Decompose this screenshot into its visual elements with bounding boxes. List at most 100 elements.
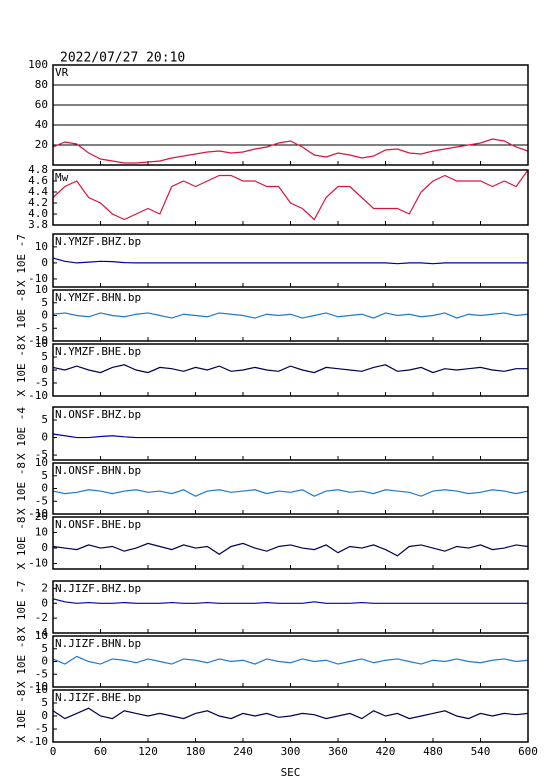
y-tick-label: 60 xyxy=(35,98,48,111)
y-tick-label: -2 xyxy=(35,611,48,624)
y-tick-label: 4.0 xyxy=(28,207,48,220)
y-tick-label: -5 xyxy=(35,667,48,680)
y-tick-label: 0 xyxy=(41,596,48,609)
trace xyxy=(52,312,529,319)
y-tick-label: 10 xyxy=(35,337,48,350)
y-tick-label: 5 xyxy=(41,413,48,426)
y-tick-label: -10 xyxy=(28,272,48,285)
y-tick-label: -4 xyxy=(35,626,49,639)
y-axis-label: X 10E -8 xyxy=(15,635,28,688)
panel-frame xyxy=(52,635,529,688)
y-tick-label: 0 xyxy=(41,431,48,444)
y-axis-label: X 10E -8 xyxy=(15,462,28,515)
panel-frame xyxy=(52,406,529,461)
y-tick-label: 10 xyxy=(35,456,48,469)
y-tick-label: 5 xyxy=(41,696,48,709)
trace xyxy=(52,542,529,557)
panel-frame xyxy=(52,343,529,397)
panel-label: N.YMZF.BHN.bp xyxy=(55,291,141,304)
y-tick-label: 0 xyxy=(41,709,48,722)
panel-frame xyxy=(52,233,529,288)
chart-title: 2022/07/27 20:10 xyxy=(60,51,185,66)
y-tick-label: 0 xyxy=(41,541,48,554)
y-tick-label: 0 xyxy=(41,256,48,269)
y-tick-label: 5 xyxy=(41,469,48,482)
panel-frame xyxy=(52,462,529,515)
panel-label: N.YMZF.BHE.bp xyxy=(55,345,141,358)
y-tick-label: 10 xyxy=(35,526,48,539)
y-axis-label: X 10E -8 xyxy=(15,690,28,743)
panel-frame xyxy=(52,580,529,634)
y-tick-label: -5 xyxy=(35,376,48,389)
y-tick-label: 4.8 xyxy=(28,163,48,176)
panel-frame xyxy=(52,64,529,166)
y-tick-label: 5 xyxy=(41,642,48,655)
panel-label: N.YMZF.BHZ.bp xyxy=(55,235,141,248)
y-axis-label: X 10E -8 xyxy=(15,289,28,342)
y-tick-label: 10 xyxy=(35,283,48,296)
trace xyxy=(52,707,529,720)
x-tick-label: 180 xyxy=(186,745,206,758)
y-tick-label: 0 xyxy=(41,363,48,376)
panel-frame xyxy=(52,289,529,342)
panel-label: N.JIZF.BHN.bp xyxy=(55,637,141,650)
y-axis-label: X 10E -7 xyxy=(15,234,28,287)
x-axis-label: SEC xyxy=(281,766,301,779)
y-tick-label: -5 xyxy=(35,722,48,735)
y-tick-label: -10 xyxy=(28,680,48,693)
trace xyxy=(52,169,529,221)
y-axis-label: X 10E -8 xyxy=(15,517,28,570)
y-tick-label: 10 xyxy=(35,683,48,696)
x-tick-label: 300 xyxy=(281,745,301,758)
panel-label: N.JIZF.BHE.bp xyxy=(55,691,141,704)
x-tick-label: 480 xyxy=(423,745,443,758)
panel-frame xyxy=(52,689,529,743)
y-tick-label: 0 xyxy=(41,309,48,322)
y-tick-label: 2 xyxy=(41,581,48,594)
y-tick-label: 20 xyxy=(35,510,48,523)
panel-frame xyxy=(52,169,529,226)
y-tick-label: -10 xyxy=(28,389,48,402)
panel-label: N.JIZF.BHZ.bp xyxy=(55,582,141,595)
y-tick-label: 20 xyxy=(35,138,48,151)
trace xyxy=(52,598,528,604)
trace xyxy=(52,433,528,439)
y-tick-label: 10 xyxy=(35,629,48,642)
x-tick-label: 420 xyxy=(376,745,396,758)
x-tick-label: 540 xyxy=(471,745,491,758)
y-tick-label: 10 xyxy=(35,240,48,253)
panel-label: N.ONSF.BHZ.bp xyxy=(55,408,141,421)
trace xyxy=(52,257,528,265)
y-tick-label: -10 xyxy=(28,735,48,748)
panel-frame xyxy=(52,516,529,570)
y-tick-label: 100 xyxy=(28,58,48,71)
trace xyxy=(52,655,529,665)
panel-label: N.ONSF.BHE.bp xyxy=(55,518,141,531)
y-axis-label: X 10E -4 xyxy=(15,407,28,460)
y-axis-label: X 10E -7 xyxy=(15,581,28,634)
y-tick-label: -5 xyxy=(35,321,48,334)
x-tick-label: 240 xyxy=(233,745,253,758)
y-tick-label: 0 xyxy=(41,655,48,668)
y-tick-label: 40 xyxy=(35,118,48,131)
x-tick-label: 60 xyxy=(94,745,107,758)
y-axis-label: X 10E -8 xyxy=(15,344,28,397)
y-tick-label: -10 xyxy=(28,334,48,347)
x-tick-label: 600 xyxy=(518,745,538,758)
y-tick-label: 4.4 xyxy=(28,185,48,198)
y-tick-label: 4.6 xyxy=(28,174,48,187)
x-tick-label: 0 xyxy=(50,745,57,758)
panel-label: Mw xyxy=(55,171,69,184)
y-tick-label: 4.2 xyxy=(28,196,48,209)
y-tick-label: 5 xyxy=(41,296,48,309)
y-tick-label: -10 xyxy=(28,507,48,520)
y-tick-label: 5 xyxy=(41,350,48,363)
trace xyxy=(52,489,529,497)
x-tick-label: 120 xyxy=(138,745,158,758)
x-tick-label: 360 xyxy=(328,745,348,758)
trace xyxy=(52,138,529,164)
y-tick-label: 0 xyxy=(41,482,48,495)
y-tick-label: -5 xyxy=(35,494,48,507)
